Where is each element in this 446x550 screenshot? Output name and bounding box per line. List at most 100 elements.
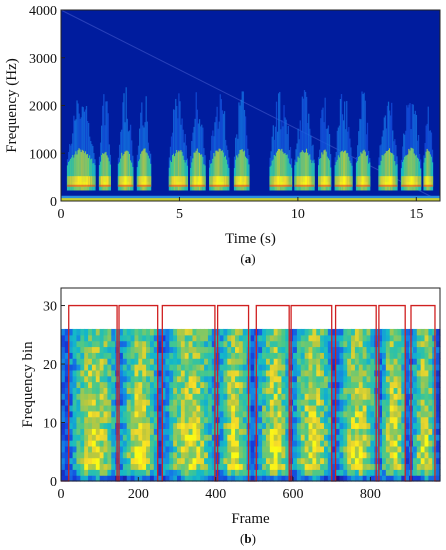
heatmap-cell: [184, 451, 190, 459]
spectrogram-streak: [107, 113, 109, 182]
heatmap-cell: [378, 387, 383, 394]
heatmap-cell: [235, 393, 240, 400]
heatmap-cell: [64, 364, 70, 371]
heatmap-cell: [320, 364, 325, 371]
heatmap-cell: [238, 346, 244, 353]
spectrogram-formant: [418, 176, 421, 187]
spectrogram-pitch-line: [334, 184, 353, 187]
heatmap-cell: [412, 451, 418, 459]
heatmap-cell: [68, 358, 74, 365]
heatmap-cell: [285, 404, 290, 412]
heatmap-cell: [366, 475, 371, 482]
heatmap-cell: [343, 440, 348, 447]
spectrogram-harmonic: [359, 155, 361, 191]
heatmap-cell: [95, 369, 101, 377]
spectrogram-formant: [298, 176, 300, 187]
heatmap-cell: [351, 404, 356, 412]
heatmap-cell: [385, 469, 391, 476]
heatmap-cell: [211, 369, 217, 377]
heatmap-cell: [412, 387, 418, 394]
heatmap-cell: [281, 445, 286, 453]
heatmap-cell: [122, 434, 128, 441]
heatmap-cell: [331, 346, 337, 353]
heatmap-cell: [258, 451, 263, 459]
heatmap-cell: [300, 364, 306, 371]
heatmap-cell: [165, 463, 170, 470]
heatmap-cell: [293, 369, 298, 377]
heatmap-cell: [339, 404, 344, 412]
heatmap-cell: [258, 404, 263, 412]
heatmap-cell: [358, 346, 364, 353]
heatmap-cell: [223, 410, 228, 418]
spectrogram-streak: [195, 92, 197, 182]
heatmap-cell: [107, 451, 112, 459]
spectrogram-harmonic: [286, 154, 288, 191]
panel-b-caption: (b): [240, 531, 256, 546]
heatmap-cell: [84, 463, 89, 470]
heatmap-cell: [277, 352, 283, 359]
heatmap-cell: [242, 463, 248, 470]
heatmap-cell: [161, 428, 167, 435]
heatmap-cell: [378, 381, 383, 389]
heatmap-cell: [285, 375, 290, 383]
heatmap-cell: [157, 352, 163, 359]
heatmap-cell: [76, 416, 81, 424]
heatmap-cell: [188, 334, 194, 342]
heatmap-cell: [335, 457, 341, 465]
heatmap-cell: [262, 463, 267, 470]
heatmap-cell: [157, 393, 163, 400]
heatmap-cell: [235, 428, 240, 435]
heatmap-cell: [316, 428, 321, 435]
heatmap-cell: [138, 428, 143, 435]
heatmap-cell: [250, 328, 255, 336]
heatmap-cell: [157, 457, 163, 465]
heatmap-cell: [401, 404, 406, 412]
caption-letter: b: [244, 531, 251, 546]
heatmap-cell: [223, 416, 228, 424]
heatmap-cell: [351, 340, 356, 348]
heatmap-cell: [308, 416, 313, 424]
heatmap-cell: [358, 399, 364, 406]
heatmap-cell: [211, 364, 217, 371]
heatmap-cell: [378, 328, 383, 336]
heatmap-cell: [335, 463, 341, 470]
heatmap-cell: [149, 422, 155, 429]
heatmap-cell: [323, 416, 329, 424]
spectrogram-streak: [407, 107, 409, 182]
spectrogram-formant: [214, 176, 216, 187]
heatmap-cell: [165, 364, 170, 371]
heatmap-cell: [436, 393, 441, 400]
spectrogram-pitch-line: [423, 184, 433, 187]
heatmap-cell: [277, 393, 283, 400]
heatmap-cell: [219, 475, 225, 482]
heatmap-cell: [235, 469, 240, 476]
heatmap-cell: [138, 328, 143, 336]
spectrogram-formant: [78, 176, 80, 187]
heatmap-cell: [343, 410, 348, 418]
spectrogram-pitch-line: [294, 184, 315, 187]
heatmap-cell: [184, 364, 190, 371]
heatmap-cell: [354, 387, 360, 394]
heatmap-cell: [285, 440, 290, 447]
heatmap-cell: [207, 451, 213, 459]
heatmap-cell: [99, 422, 105, 429]
heatmap-cell: [335, 416, 341, 424]
spectrogram-harmonic: [220, 150, 223, 191]
heatmap-cell: [72, 434, 78, 441]
heatmap-cell: [173, 416, 178, 424]
heatmap-cell: [238, 451, 244, 459]
heatmap-cell: [401, 358, 406, 365]
heatmap-cell: [300, 381, 306, 389]
spectrogram-formant: [138, 176, 141, 187]
heatmap-cell: [207, 457, 213, 465]
heatmap-cell: [122, 410, 128, 418]
heatmap-cell: [180, 445, 186, 453]
heatmap-cell: [331, 352, 337, 359]
heatmap-cell: [316, 451, 321, 459]
heatmap-cell: [312, 358, 317, 365]
spectrogram-streak: [324, 97, 326, 182]
spectrogram-streak: [194, 118, 196, 182]
spectrogram-formant: [76, 176, 78, 187]
spectrogram-formant: [203, 176, 205, 187]
heatmap-cell: [146, 346, 151, 353]
